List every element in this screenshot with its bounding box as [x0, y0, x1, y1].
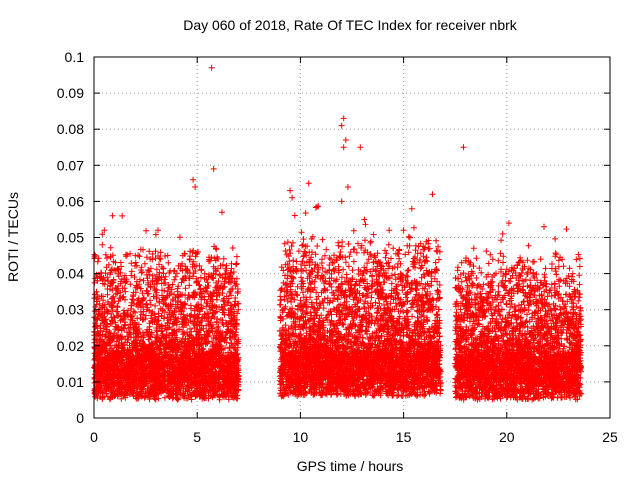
- data-point: [128, 272, 135, 279]
- data-point: [211, 255, 218, 262]
- data-point: [165, 259, 172, 266]
- data-point: [229, 245, 236, 251]
- data-points: [91, 64, 585, 403]
- data-point: [92, 252, 99, 259]
- data-point: [232, 295, 239, 301]
- data-point: [196, 282, 203, 289]
- data-point: [231, 301, 238, 308]
- data-point: [140, 277, 147, 284]
- data-point: [230, 269, 237, 275]
- data-point: [187, 325, 193, 332]
- data-point: [197, 274, 204, 281]
- data-point: [99, 231, 106, 238]
- data-point: [171, 276, 178, 283]
- data-point: [161, 394, 168, 401]
- data-point: [152, 248, 159, 255]
